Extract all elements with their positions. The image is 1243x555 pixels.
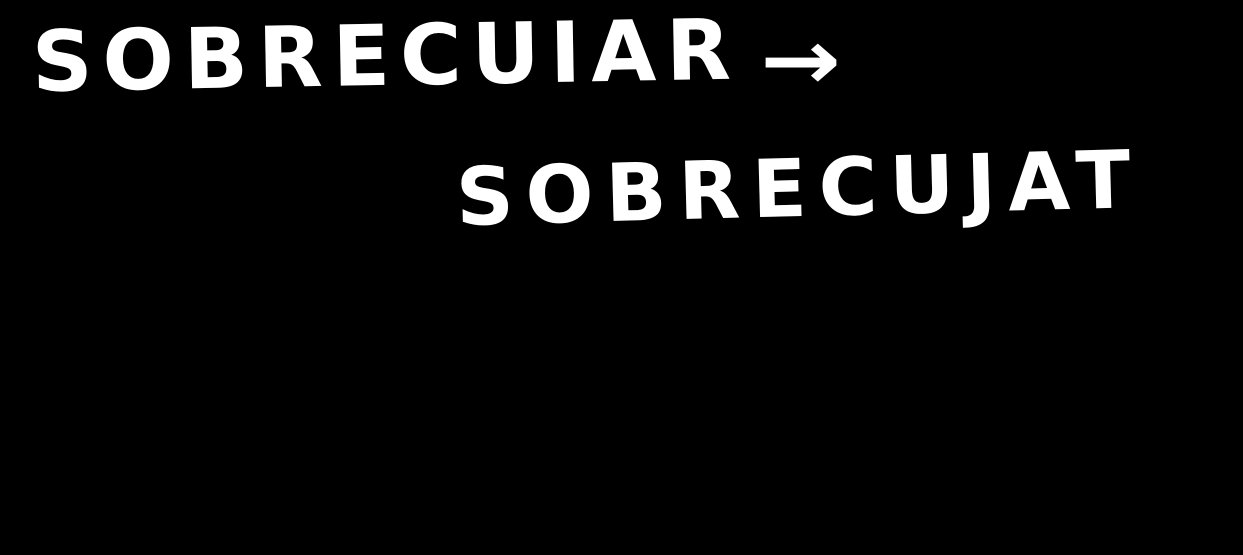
handwritten-word-sobrecujat: SOBRECUJAT [454, 133, 1144, 244]
arrow-icon: → [760, 11, 841, 109]
handwritten-word-sobrecuiar: SOBRECUIAR [31, 0, 742, 111]
